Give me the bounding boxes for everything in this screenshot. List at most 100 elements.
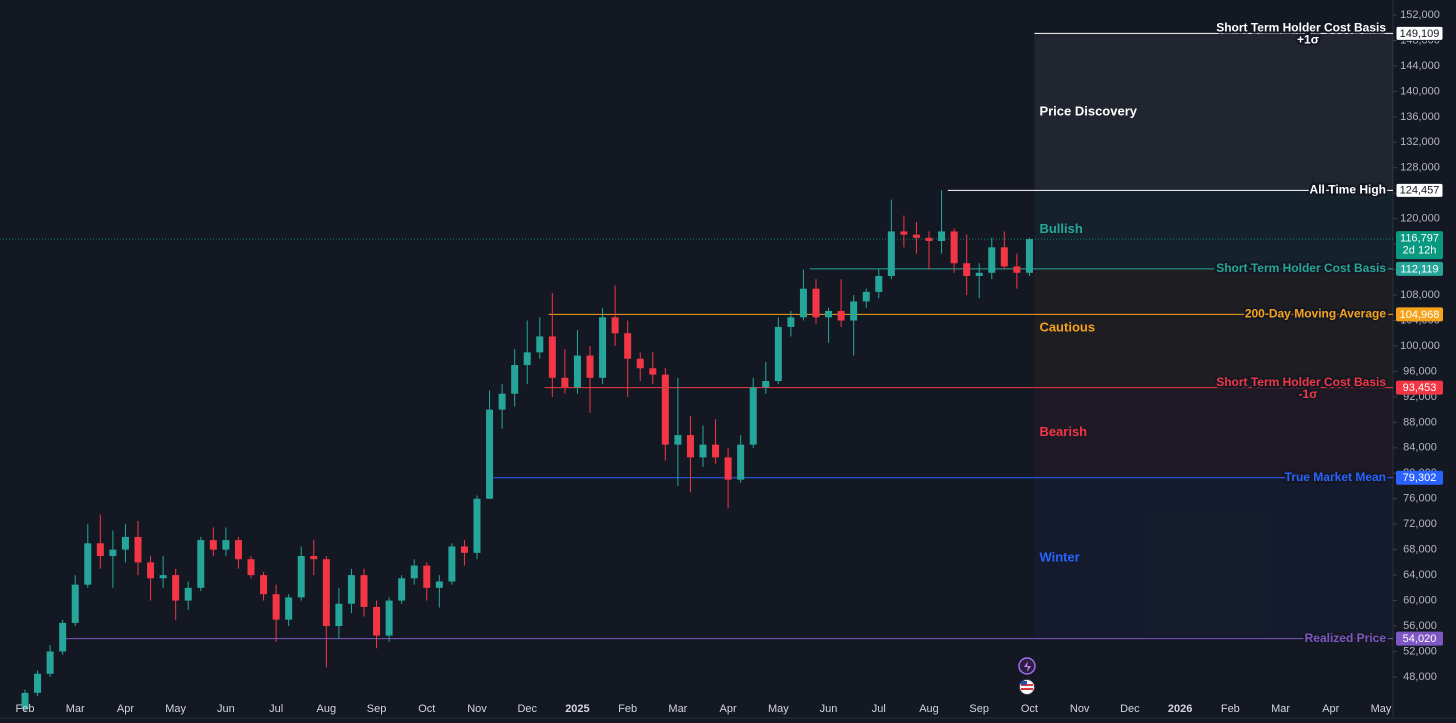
zone: [1034, 190, 1393, 269]
candle-body: [234, 540, 242, 560]
price-badge-label: 93,453: [1403, 382, 1437, 394]
y-tick-label: 140,000: [1400, 85, 1440, 97]
x-tick-label: Jun: [820, 703, 838, 715]
level-label: Short Term Holder Cost Basis: [1216, 21, 1386, 35]
last-price-badge: [1396, 231, 1443, 260]
candle-body: [624, 333, 632, 359]
x-tick-label: Mar: [66, 703, 85, 715]
candle-body: [737, 444, 745, 480]
candle-body: [963, 263, 971, 276]
price-badge: [1395, 182, 1444, 198]
zone-label: Cautious: [1039, 320, 1095, 335]
candle-body: [661, 374, 669, 445]
candle-body: [837, 310, 845, 321]
labels: Price Discovery Bullish Cautious Bearish Win…: [1039, 19, 1388, 647]
zone-label: Price Discovery: [1039, 103, 1137, 118]
x-tick-label: Aug: [317, 703, 337, 715]
y-tick-label: 52,000: [1403, 645, 1437, 657]
candle-body: [46, 651, 54, 674]
candle-body: [812, 288, 820, 318]
candle-body: [938, 231, 946, 241]
candle-body: [109, 549, 117, 557]
candle-body: [460, 546, 468, 553]
candle-body: [21, 692, 29, 709]
candle-body: [34, 673, 42, 693]
candle-body: [900, 231, 908, 235]
candles: [21, 190, 1033, 712]
candle-body: [1013, 266, 1021, 273]
x-tick-label: Apr: [117, 703, 134, 715]
candle-body: [96, 543, 104, 557]
candle-body: [486, 409, 494, 499]
price-badge: [1396, 631, 1443, 646]
y-tick-label: 72,000: [1403, 518, 1437, 530]
x-tick-label: Feb: [16, 703, 35, 715]
zone: [1034, 387, 1393, 478]
x-tick-label: Mar: [1271, 703, 1290, 715]
candle-body: [448, 546, 456, 582]
y-tick-label: 136,000: [1400, 111, 1440, 123]
candle-body: [799, 288, 807, 318]
zone-label: Winter: [1039, 550, 1079, 565]
candle-body: [850, 301, 858, 321]
zone-label: Bearish: [1039, 424, 1087, 439]
x-tick-label: Apr: [720, 703, 737, 715]
y-tick-label: 96,000: [1403, 365, 1437, 377]
last-price-label: 116,797: [1400, 232, 1439, 244]
candle-body: [347, 575, 355, 604]
candle-body: [1025, 239, 1033, 273]
candle-body: [825, 310, 833, 318]
candle-body: [649, 368, 657, 375]
x-tick-label: Feb: [1221, 703, 1240, 715]
y-tick-label: 88,000: [1403, 416, 1437, 428]
indicator-icon-glyph: [1024, 661, 1031, 672]
candle-body: [1000, 247, 1008, 267]
y-tick-label: 76,000: [1403, 493, 1437, 505]
zone-label: Bullish: [1039, 221, 1082, 236]
candle-body: [272, 594, 280, 620]
price-badge-label: 104,968: [1400, 309, 1440, 321]
candle-body: [749, 387, 757, 445]
x-tick-label: Nov: [467, 703, 487, 715]
y-tick-label: 56,000: [1403, 620, 1437, 632]
candle-body: [310, 556, 318, 560]
x-tick-label: Jul: [872, 703, 886, 715]
y-tick-label: 84,000: [1403, 442, 1437, 454]
x-tick-label: Nov: [1070, 703, 1090, 715]
x-tick-label: Aug: [919, 703, 939, 715]
candle-body: [561, 377, 569, 388]
level-label: True Market Mean: [1285, 470, 1386, 484]
candle-body: [950, 231, 958, 264]
candle-body: [247, 559, 255, 576]
zone: [1034, 477, 1393, 639]
candle-body: [724, 457, 732, 480]
candle-body: [159, 575, 167, 579]
candle-body: [674, 435, 682, 445]
candle-body: [197, 540, 205, 588]
price-badge-label: 149,109: [1400, 28, 1440, 40]
candle-body: [121, 536, 129, 550]
x-tick-label: Dec: [1120, 703, 1140, 715]
price-badge: [1395, 25, 1444, 41]
x-tick-label: Apr: [1322, 703, 1339, 715]
candle-body: [322, 559, 330, 627]
candle-body: [297, 556, 305, 598]
candle-body: [59, 622, 67, 652]
x-tick-label: 2026: [1168, 703, 1192, 715]
candle-body: [511, 365, 519, 394]
level-label: All Time High: [1310, 182, 1386, 196]
level-label: 200-Day Moving Average: [1245, 307, 1386, 321]
x-tick-label: Sep: [969, 703, 989, 715]
axes: 48,000 52,000 56,000 60,000 64,000 68,000 72,0…: [16, 9, 1444, 715]
icons: [1018, 657, 1036, 695]
candle-body: [498, 393, 506, 410]
y-tick-label: 152,000: [1400, 9, 1440, 21]
candle-body: [172, 575, 180, 601]
x-tick-label: Sep: [367, 703, 387, 715]
candle-body: [335, 603, 343, 627]
price-badge-label: 54,020: [1403, 633, 1437, 645]
candle-body: [762, 380, 770, 388]
candle-body: [912, 234, 920, 238]
candle-body: [686, 435, 694, 458]
y-tick-label: 100,000: [1400, 340, 1440, 352]
